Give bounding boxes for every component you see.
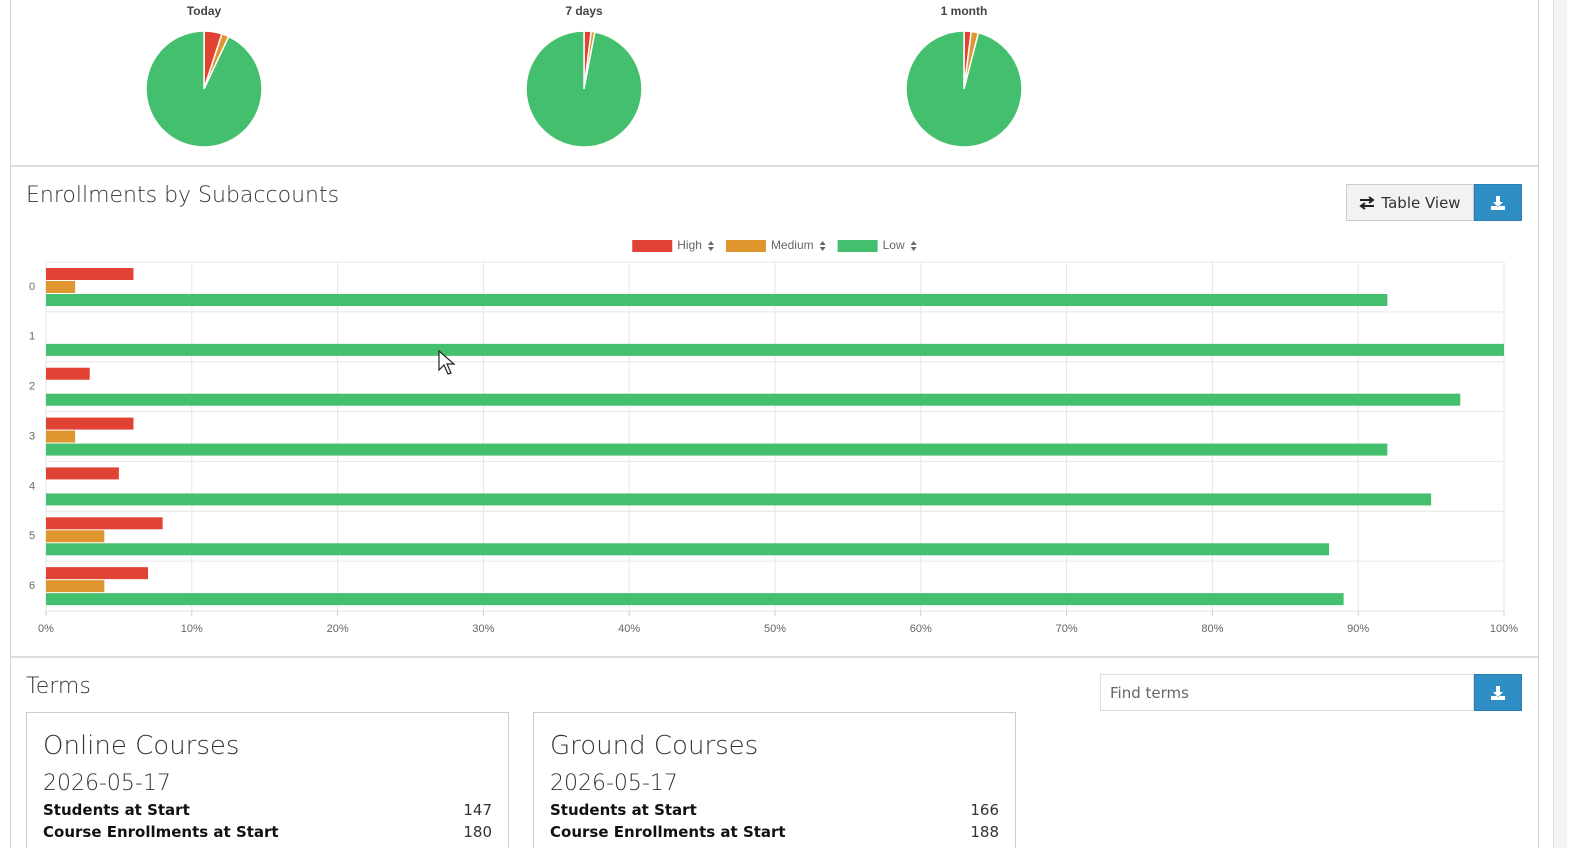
y-tick-label: 3 [29, 430, 35, 442]
x-tick-label: 40% [618, 623, 640, 635]
stat-label: Course Enrollments at Start [550, 823, 786, 841]
scrollbar[interactable] [1553, 0, 1567, 848]
bar [46, 593, 1344, 606]
bar [46, 417, 134, 430]
legend-label: High [677, 238, 702, 252]
stat-row: Course Enrollments at Start 180 [43, 824, 492, 840]
bar [46, 393, 1461, 406]
sort-icon [819, 241, 826, 251]
download-button[interactable] [1474, 674, 1522, 711]
x-tick-label: 30% [472, 623, 494, 635]
section-title: Terms [26, 674, 91, 699]
charts: Today 7 days 1 month 0% 10% 20% 30% 40% 50% 60% 70… [29, 4, 1518, 635]
stat-row: Course Enrollments at Start 188 [550, 824, 999, 840]
card-date: 2026-05-17 [550, 771, 678, 796]
pie-slice [145, 30, 263, 148]
stat-label: Course Enrollments at Start [43, 823, 279, 841]
legend-label: Medium [771, 238, 814, 252]
pie-title: Today [187, 4, 222, 18]
stat-value: 147 [463, 801, 492, 819]
x-tick-label: 100% [1490, 623, 1518, 635]
bar [46, 567, 149, 580]
table-view-button[interactable]: Table View [1346, 184, 1474, 221]
card-title: Online Courses [43, 731, 240, 761]
download-icon [1491, 195, 1505, 210]
legend-swatch [725, 240, 766, 252]
search-input[interactable]: Find terms [1100, 674, 1474, 711]
stat-value: 180 [463, 823, 492, 841]
divider [10, 165, 1538, 167]
stat-row: Students at Start 166 [550, 802, 999, 818]
stat-label: Students at Start [550, 801, 697, 819]
x-tick-label: 60% [910, 623, 932, 635]
download-button[interactable] [1474, 184, 1522, 221]
term-card: Ground Courses 2026-05-17 Students at Star… [533, 712, 1016, 848]
bar [46, 281, 76, 293]
bar [46, 430, 76, 443]
x-tick-label: 90% [1347, 623, 1369, 635]
legend-label: Low [883, 238, 905, 252]
stat-value: 166 [970, 801, 999, 819]
stat-row: Students at Start 147 [43, 802, 492, 818]
stat-label: Students at Start [43, 801, 190, 819]
x-tick-label: 10% [181, 623, 203, 635]
sort-icon [707, 241, 714, 251]
x-tick-label: 50% [764, 623, 786, 635]
bar [46, 543, 1330, 556]
legend-swatch [837, 240, 878, 252]
legend-swatch [632, 240, 673, 252]
x-tick-label: 20% [327, 623, 349, 635]
y-tick-label: 0 [29, 281, 35, 293]
pie-title: 1 month [941, 4, 988, 18]
term-card: Online Courses 2026-05-17 Students at Star… [26, 712, 509, 848]
y-tick-label: 2 [29, 381, 35, 393]
bar [46, 294, 1388, 306]
stat-value: 188 [970, 823, 999, 841]
bar [46, 268, 134, 280]
pie-slice [525, 30, 643, 148]
swap-icon [1359, 195, 1376, 210]
mouse-cursor [438, 350, 456, 375]
sort-icon [910, 241, 917, 251]
pie-title: 7 days [565, 4, 603, 18]
button-label: Table View [1381, 193, 1461, 212]
bar [46, 467, 119, 480]
x-tick-label: 70% [1056, 623, 1078, 635]
y-tick-label: 5 [29, 530, 35, 542]
bar [46, 367, 90, 380]
bar [46, 530, 105, 543]
x-tick-label: 80% [1201, 623, 1223, 635]
y-tick-label: 6 [29, 580, 35, 592]
x-tick-label: 0% [38, 623, 54, 635]
bar [46, 493, 1432, 506]
card-date: 2026-05-17 [43, 771, 171, 796]
bar [46, 443, 1388, 456]
bar [46, 580, 105, 593]
bar [46, 343, 1504, 356]
pie-slice [905, 30, 1023, 148]
card-title: Ground Courses [550, 731, 759, 761]
download-icon [1491, 685, 1505, 700]
section-title: Enrollments by Subaccounts [26, 183, 340, 208]
divider [10, 656, 1538, 658]
bar [46, 517, 163, 530]
y-tick-label: 1 [29, 331, 35, 343]
y-tick-label: 4 [29, 480, 35, 492]
panel [10, 0, 1539, 848]
